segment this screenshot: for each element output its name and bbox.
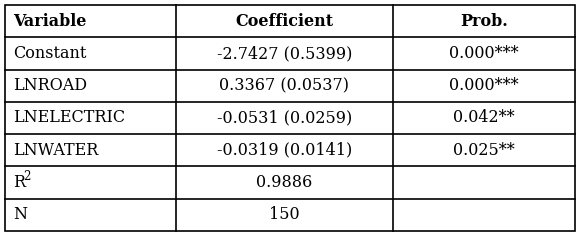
Text: 0.025**: 0.025** <box>453 142 514 159</box>
Text: Constant: Constant <box>13 45 86 62</box>
Text: LNWATER: LNWATER <box>13 142 99 159</box>
Text: LNROAD: LNROAD <box>13 77 87 94</box>
Text: 0.000***: 0.000*** <box>449 45 519 62</box>
Text: 2: 2 <box>23 170 30 183</box>
Text: 150: 150 <box>269 206 300 223</box>
Text: -0.0531 (0.0259): -0.0531 (0.0259) <box>217 110 352 126</box>
Text: 0.042**: 0.042** <box>453 110 514 126</box>
Text: Prob.: Prob. <box>460 13 508 30</box>
Text: 0.9886: 0.9886 <box>256 174 313 191</box>
Text: N: N <box>13 206 27 223</box>
Text: Variable: Variable <box>13 13 86 30</box>
Text: -2.7427 (0.5399): -2.7427 (0.5399) <box>216 45 352 62</box>
Text: R: R <box>13 174 25 191</box>
Text: Coefficient: Coefficient <box>235 13 334 30</box>
Text: 0.3367 (0.0537): 0.3367 (0.0537) <box>219 77 349 94</box>
Text: -0.0319 (0.0141): -0.0319 (0.0141) <box>217 142 352 159</box>
Text: 0.000***: 0.000*** <box>449 77 519 94</box>
Text: LNELECTRIC: LNELECTRIC <box>13 110 125 126</box>
